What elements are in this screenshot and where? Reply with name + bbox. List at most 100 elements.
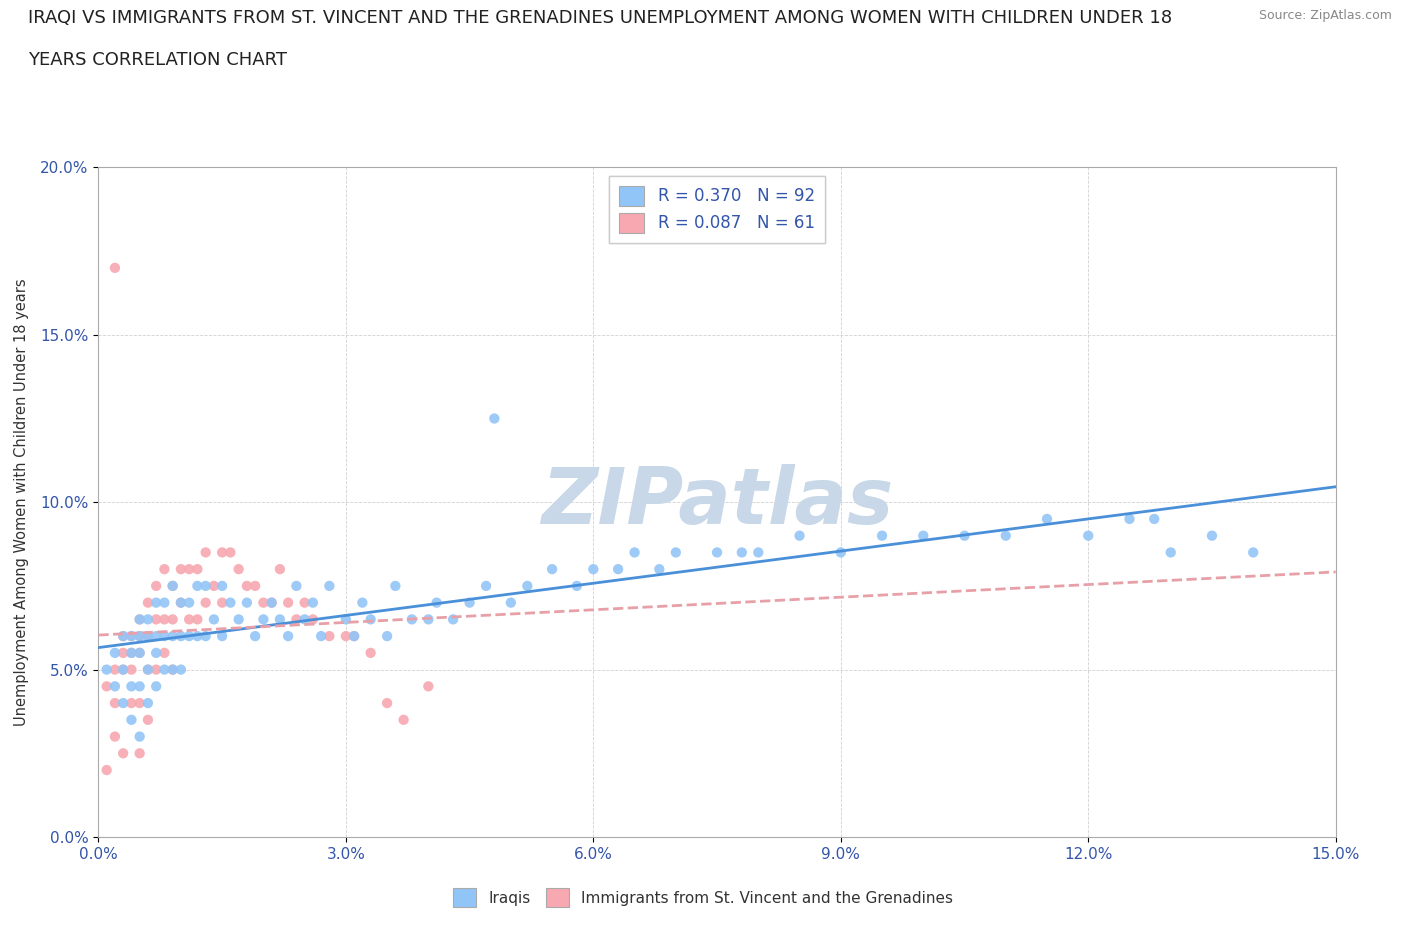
Point: [170, 662, 193, 677]
Point: [128, 679, 150, 694]
Point: [170, 595, 193, 610]
Point: [202, 578, 225, 593]
Point: [136, 629, 159, 644]
Point: [318, 578, 340, 593]
Point: [112, 696, 135, 711]
Point: [211, 545, 233, 560]
Point: [128, 746, 150, 761]
Point: [285, 612, 308, 627]
Point: [953, 528, 976, 543]
Point: [112, 662, 135, 677]
Point: [104, 679, 127, 694]
Legend: R = 0.370   N = 92, R = 0.087   N = 61: R = 0.370 N = 92, R = 0.087 N = 61: [609, 176, 825, 243]
Point: [136, 595, 159, 610]
Point: [309, 629, 332, 644]
Point: [136, 712, 159, 727]
Point: [145, 578, 167, 593]
Point: [219, 545, 242, 560]
Point: [243, 578, 266, 593]
Point: [236, 578, 259, 593]
Point: [352, 595, 374, 610]
Point: [112, 629, 135, 644]
Point: [565, 578, 588, 593]
Point: [516, 578, 538, 593]
Point: [194, 595, 217, 610]
Point: [202, 612, 225, 627]
Point: [104, 729, 127, 744]
Point: [145, 662, 167, 677]
Point: [104, 645, 127, 660]
Point: [136, 696, 159, 711]
Point: [120, 712, 142, 727]
Point: [360, 645, 382, 660]
Point: [747, 545, 769, 560]
Text: Source: ZipAtlas.com: Source: ZipAtlas.com: [1258, 9, 1392, 22]
Point: [211, 578, 233, 593]
Point: [104, 696, 127, 711]
Point: [128, 645, 150, 660]
Point: [1201, 528, 1223, 543]
Point: [343, 629, 366, 644]
Point: [665, 545, 688, 560]
Point: [343, 629, 366, 644]
Point: [128, 612, 150, 627]
Point: [1118, 512, 1140, 526]
Point: [252, 595, 274, 610]
Point: [145, 679, 167, 694]
Point: [186, 629, 208, 644]
Point: [706, 545, 728, 560]
Point: [120, 662, 142, 677]
Point: [1160, 545, 1182, 560]
Point: [582, 562, 605, 577]
Point: [120, 645, 142, 660]
Point: [128, 696, 150, 711]
Point: [162, 578, 184, 593]
Point: [870, 528, 893, 543]
Point: [302, 595, 325, 610]
Point: [294, 612, 316, 627]
Point: [96, 763, 118, 777]
Point: [211, 629, 233, 644]
Point: [120, 696, 142, 711]
Point: [104, 662, 127, 677]
Point: [607, 562, 630, 577]
Point: [112, 645, 135, 660]
Legend: Iraqis, Immigrants from St. Vincent and the Grenadines: Iraqis, Immigrants from St. Vincent and …: [447, 883, 959, 913]
Point: [318, 629, 340, 644]
Point: [252, 612, 274, 627]
Point: [112, 662, 135, 677]
Point: [153, 629, 176, 644]
Point: [277, 629, 299, 644]
Point: [162, 662, 184, 677]
Point: [128, 629, 150, 644]
Point: [162, 629, 184, 644]
Point: [145, 629, 167, 644]
Text: ZIPatlas: ZIPatlas: [541, 464, 893, 540]
Point: [112, 746, 135, 761]
Point: [484, 411, 506, 426]
Point: [96, 679, 118, 694]
Point: [260, 595, 283, 610]
Point: [145, 645, 167, 660]
Point: [1077, 528, 1099, 543]
Y-axis label: Unemployment Among Women with Children Under 18 years: Unemployment Among Women with Children U…: [14, 278, 30, 726]
Point: [269, 612, 291, 627]
Point: [441, 612, 464, 627]
Point: [179, 629, 201, 644]
Point: [418, 612, 440, 627]
Point: [912, 528, 935, 543]
Point: [243, 629, 266, 644]
Point: [426, 595, 449, 610]
Point: [145, 612, 167, 627]
Point: [179, 595, 201, 610]
Point: [104, 260, 127, 275]
Point: [830, 545, 852, 560]
Point: [418, 679, 440, 694]
Point: [228, 612, 250, 627]
Point: [260, 595, 283, 610]
Point: [335, 612, 357, 627]
Point: [186, 578, 208, 593]
Point: [294, 595, 316, 610]
Point: [194, 545, 217, 560]
Point: [211, 595, 233, 610]
